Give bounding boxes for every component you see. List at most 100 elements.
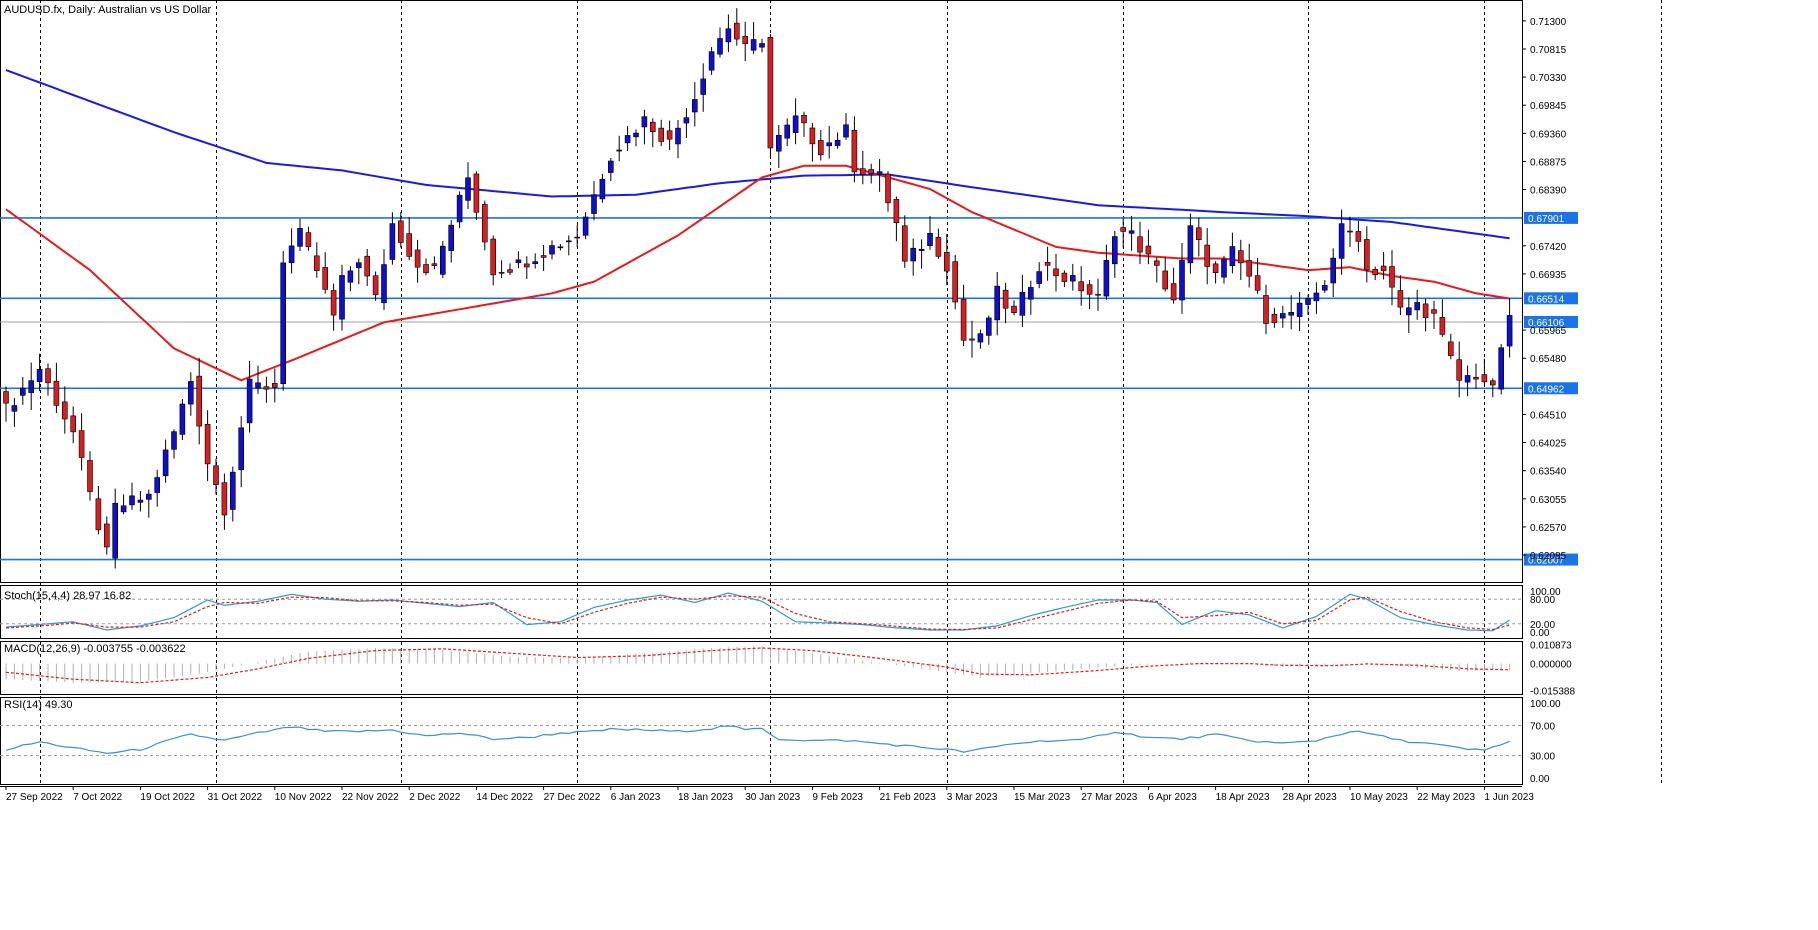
candle-body — [1070, 275, 1076, 282]
candle-body — [910, 247, 917, 262]
candle-body — [700, 78, 707, 95]
price-tick-label: 0.64510 — [1530, 410, 1567, 421]
candle-body — [1397, 290, 1404, 308]
x-tick-label: 28 Apr 2023 — [1283, 792, 1337, 803]
rsi-tick-label: 30.00 — [1530, 752, 1555, 763]
panel-frame — [0, 697, 1523, 785]
candle — [154, 469, 160, 507]
candle — [666, 120, 673, 151]
price-tick-label: 0.69845 — [1530, 101, 1567, 112]
macd-tick-label: 0.000000 — [1530, 660, 1572, 671]
candle — [1053, 253, 1059, 292]
x-tick-label: 14 Dec 2022 — [476, 792, 533, 803]
candle-body — [1002, 289, 1009, 309]
candle — [1145, 229, 1152, 265]
candle-body — [1288, 312, 1294, 316]
candle-body — [465, 177, 471, 201]
x-tick-label: 3 Mar 2023 — [947, 792, 998, 803]
candle-body — [834, 139, 841, 146]
candle — [851, 116, 858, 183]
candle — [725, 14, 732, 53]
candle — [1305, 294, 1311, 316]
candle-body — [658, 127, 665, 142]
candle-body — [994, 285, 1001, 321]
candle-body — [146, 493, 152, 500]
candle-body — [305, 232, 312, 247]
candle-body — [154, 477, 160, 493]
candle-body — [1481, 374, 1488, 383]
candle — [1456, 341, 1462, 398]
candle — [582, 212, 589, 240]
candle-body — [675, 127, 681, 145]
candle — [129, 482, 135, 510]
candle-body — [1154, 260, 1160, 266]
candle — [28, 362, 35, 410]
candle-body — [1162, 270, 1168, 290]
candle — [1128, 215, 1135, 251]
candle-body — [591, 194, 597, 214]
candle — [1338, 209, 1345, 275]
candle — [624, 126, 631, 152]
candle-body — [1330, 257, 1336, 284]
candle — [935, 228, 942, 259]
candle-body — [498, 271, 505, 274]
candle-body — [784, 124, 791, 139]
candle — [1061, 270, 1068, 288]
candle — [532, 253, 539, 269]
candle — [1364, 226, 1370, 283]
candle — [969, 320, 975, 358]
candle-body — [439, 245, 446, 275]
candle-body — [188, 381, 194, 405]
candle — [1271, 307, 1278, 328]
candle — [1212, 261, 1219, 284]
candle-body — [507, 269, 513, 273]
candle — [1162, 256, 1168, 292]
candle-body — [1338, 223, 1345, 259]
candle-body — [515, 259, 522, 264]
candle — [599, 173, 606, 203]
x-tick-label: 22 May 2023 — [1417, 792, 1475, 803]
candle-body — [1112, 236, 1118, 265]
candle-body — [952, 261, 959, 303]
candle — [45, 363, 51, 396]
candle-body — [540, 255, 547, 258]
x-tick-label: 10 Nov 2022 — [275, 792, 332, 803]
candle — [1406, 297, 1412, 334]
x-tick-label: 18 Jan 2023 — [678, 792, 733, 803]
candle-body — [423, 264, 429, 274]
candle-body — [364, 255, 371, 277]
candle-body — [1322, 285, 1328, 291]
candle — [859, 150, 866, 185]
candle — [742, 21, 749, 62]
candle — [1330, 248, 1336, 298]
rsi-tick-label: 100.00 — [1530, 699, 1561, 710]
candle — [11, 397, 18, 427]
candle — [658, 119, 665, 147]
candle-body — [885, 173, 891, 204]
candle-body — [750, 39, 757, 51]
candle-body — [767, 36, 774, 149]
candle — [700, 63, 707, 112]
moving-averages — [5, 69, 1510, 382]
candle-body — [1406, 307, 1412, 316]
price-tick-label: 0.68390 — [1530, 186, 1567, 197]
candle — [1154, 257, 1160, 283]
candle — [641, 109, 648, 145]
candle — [297, 218, 303, 251]
candle-body — [389, 223, 396, 260]
candle — [893, 196, 900, 242]
candle — [246, 360, 253, 433]
candle — [1448, 333, 1454, 360]
candle — [817, 130, 824, 161]
candle-body — [969, 338, 975, 341]
candle — [565, 235, 572, 256]
candle-body — [1221, 259, 1227, 278]
candle — [95, 485, 102, 535]
candle-body — [1061, 272, 1068, 282]
candle-body — [19, 387, 26, 396]
indicators: 100.0080.0020.000.000.0108730.000000-0.0… — [0, 587, 1575, 785]
candle-body — [759, 43, 765, 48]
candle-body — [372, 275, 379, 296]
candle-body — [448, 224, 455, 251]
candle — [53, 362, 60, 413]
